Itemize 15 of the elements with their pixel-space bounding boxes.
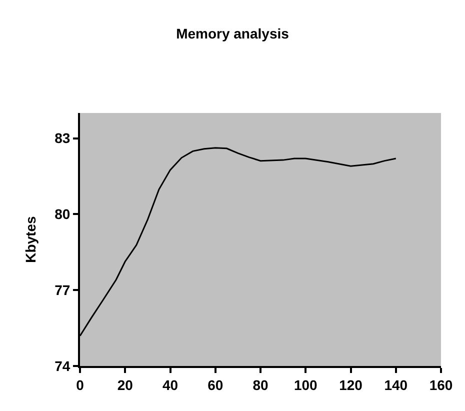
y-tick-label: 74 [54, 358, 70, 374]
x-tick-label: 80 [252, 376, 268, 393]
x-tick-label: 60 [208, 376, 224, 393]
x-tick-label: 40 [162, 376, 178, 393]
x-tick-label: 0 [76, 376, 84, 393]
x-tick-label: 20 [117, 376, 134, 393]
y-tick-label: 80 [54, 206, 70, 222]
y-tick-label: 83 [54, 130, 70, 146]
x-tick-label: 140 [384, 376, 408, 393]
y-axis-title: Kbytes [22, 216, 39, 263]
x-tick-label: 160 [429, 376, 453, 393]
x-tick-label: 100 [294, 376, 318, 393]
x-tick-label: 120 [339, 376, 363, 393]
chart-title: Memory analysis [176, 26, 290, 42]
y-tick-label: 77 [54, 282, 70, 298]
